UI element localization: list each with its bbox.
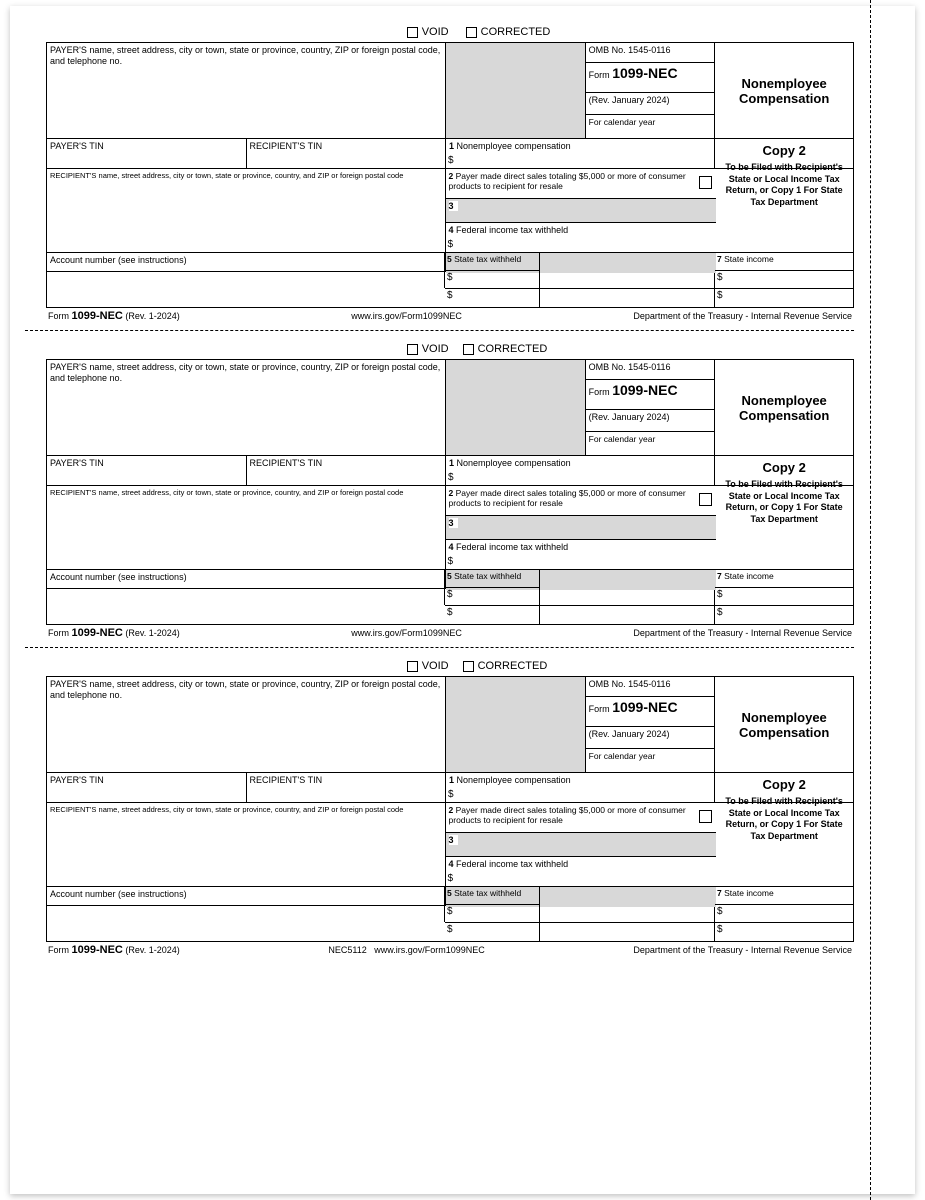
revision-date: (Rev. January 2024) <box>589 95 670 105</box>
corrected-checkbox[interactable] <box>466 27 477 38</box>
form-info-column: OMB No. 1545-0116 Form 1099-NEC (Rev. Ja… <box>586 677 716 773</box>
gray-spacer <box>446 360 586 456</box>
box-1-nonemployee-comp[interactable]: 1 Nonemployee compensation$ <box>446 139 715 169</box>
copy-designation: Copy 2 To be Filed with Recipient's Stat… <box>715 139 853 169</box>
box-5-header: 5 State tax withheld <box>445 253 540 271</box>
box-6-line1[interactable] <box>540 588 715 606</box>
gray-spacer <box>446 677 586 773</box>
calendar-year-label: For calendar year <box>589 117 656 127</box>
void-corrected-row: VOID CORRECTED <box>46 24 854 42</box>
box-3-reserved: 3 <box>446 199 716 223</box>
box-5-line2[interactable]: $ <box>445 606 540 624</box>
horizontal-perforation-2 <box>25 647 854 648</box>
box-6-line2[interactable] <box>540 923 715 941</box>
form-1099-nec-2: VOIDCORRECTED PAYER'S name, street addre… <box>46 341 854 639</box>
payer-info-box[interactable]: PAYER'S name, street address, city or to… <box>47 677 446 773</box>
product-code: NEC5112 <box>328 945 366 955</box>
form-number: 1099-NEC <box>612 65 677 81</box>
box-6-line2[interactable] <box>540 606 715 624</box>
account-number-box[interactable]: Account number (see instructions) <box>47 252 445 288</box>
box-6-line1[interactable] <box>540 905 715 923</box>
payer-tin-box[interactable]: PAYER'S TIN <box>47 139 247 169</box>
payer-info-box[interactable]: PAYER'S name, street address, city or to… <box>47 360 446 456</box>
copy-designation: Copy 2To be Filed with Recipient's State… <box>715 773 853 803</box>
gray-spacer <box>446 43 586 139</box>
payer-tin-box[interactable]: PAYER'S TIN <box>47 773 247 803</box>
footer-dept: Department of the Treasury - Internal Re… <box>633 311 852 321</box>
horizontal-perforation-1 <box>25 330 854 331</box>
corrected-checkbox[interactable] <box>463 344 474 355</box>
form-info-column: OMB No. 1545-0116 Form 1099-NEC (Rev. Ja… <box>586 360 716 456</box>
recipient-tin-box[interactable]: RECIPIENT'S TIN <box>247 773 447 803</box>
form-title: NonemployeeCompensation <box>715 360 853 456</box>
box-4-fed-tax[interactable]: 4 Federal income tax withheld$ <box>446 223 716 253</box>
box-2-checkbox[interactable] <box>699 810 712 823</box>
box-7-line2[interactable]: $ <box>715 606 853 624</box>
account-number-box[interactable]: Account number (see instructions) <box>47 886 445 922</box>
omb-number: OMB No. 1545-0116 <box>589 45 671 55</box>
box-5-line1[interactable]: $ <box>445 905 540 923</box>
box-7-line2[interactable]: $ <box>715 289 853 307</box>
footer-url: www.irs.gov/Form1099NEC <box>351 311 462 321</box>
box-7-line1[interactable]: $ <box>715 271 853 289</box>
recipient-tin-box[interactable]: RECIPIENT'S TIN <box>247 456 447 486</box>
side-notice: DETACH BEFORE MAILING MANUFACTURED ON OC… <box>883 30 911 530</box>
void-checkbox[interactable] <box>407 661 418 672</box>
box-3-reserved: 3 <box>446 516 716 540</box>
form-footer: Form 1099-NEC (Rev. 1-2024) www.irs.gov/… <box>46 308 854 322</box>
box-2-direct-sales[interactable]: 2 Payer made direct sales totaling $5,00… <box>446 486 716 516</box>
box-5-line1[interactable]: $ <box>445 271 540 289</box>
box-7-line1[interactable]: $ <box>715 905 853 923</box>
form-footer: Form 1099-NEC (Rev. 1-2024) www.irs.gov/… <box>46 625 854 639</box>
recipient-tin-box[interactable]: RECIPIENT'S TIN <box>247 139 447 169</box>
box-2-direct-sales[interactable]: 2 Payer made direct sales totaling $5,00… <box>446 169 716 199</box>
copy-designation: Copy 2To be Filed with Recipient's State… <box>715 456 853 486</box>
form-1099-nec-3: VOIDCORRECTED PAYER'S name, street addre… <box>46 658 854 956</box>
box-2-direct-sales[interactable]: 2 Payer made direct sales totaling $5,00… <box>446 803 716 833</box>
void-label: VOID <box>422 26 449 38</box>
box-7-line1[interactable]: $ <box>715 588 853 606</box>
box-2-checkbox[interactable] <box>699 176 712 189</box>
box-4-fed-tax[interactable]: 4 Federal income tax withheld$ <box>446 857 716 887</box>
vertical-perforation <box>870 0 871 1200</box>
form-title: NonemployeeCompensation <box>715 43 853 139</box>
box-4-fed-tax[interactable]: 4 Federal income tax withheld$ <box>446 540 716 570</box>
forms-container: VOID CORRECTED PAYER'S name, street addr… <box>46 24 854 956</box>
payer-info-box[interactable]: PAYER'S name, street address, city or to… <box>47 43 446 139</box>
corrected-checkbox[interactable] <box>463 661 474 672</box>
box-7-header: 7 State income <box>715 253 853 271</box>
box-5-line1[interactable]: $ <box>445 588 540 606</box>
void-checkbox[interactable] <box>407 27 418 38</box>
form-title: NonemployeeCompensation <box>715 677 853 773</box>
form-footer: Form 1099-NEC (Rev. 1-2024) NEC5112 www.… <box>46 942 854 956</box>
box-6-line2[interactable] <box>540 289 715 307</box>
account-number-box[interactable]: Account number (see instructions) <box>47 569 445 605</box>
box-2-checkbox[interactable] <box>699 493 712 506</box>
payer-tin-box[interactable]: PAYER'S TIN <box>47 456 247 486</box>
box-5-line2[interactable]: $ <box>445 923 540 941</box>
form-info-column: OMB No. 1545-0116 Form 1099-NEC (Rev. Ja… <box>586 43 716 139</box>
form-1099-nec-1: VOID CORRECTED PAYER'S name, street addr… <box>46 24 854 322</box>
box-6-line1[interactable] <box>540 271 715 289</box>
box-3-reserved: 3 <box>446 833 716 857</box>
corrected-label: CORRECTED <box>481 26 551 38</box>
box-7-line2[interactable]: $ <box>715 923 853 941</box>
box-1-nonemployee-comp[interactable]: 1 Nonemployee compensation$ <box>446 456 715 486</box>
box-1-nonemployee-comp[interactable]: 1 Nonemployee compensation$ <box>446 773 715 803</box>
void-checkbox[interactable] <box>407 344 418 355</box>
box-5-line2[interactable]: $ <box>445 289 540 307</box>
